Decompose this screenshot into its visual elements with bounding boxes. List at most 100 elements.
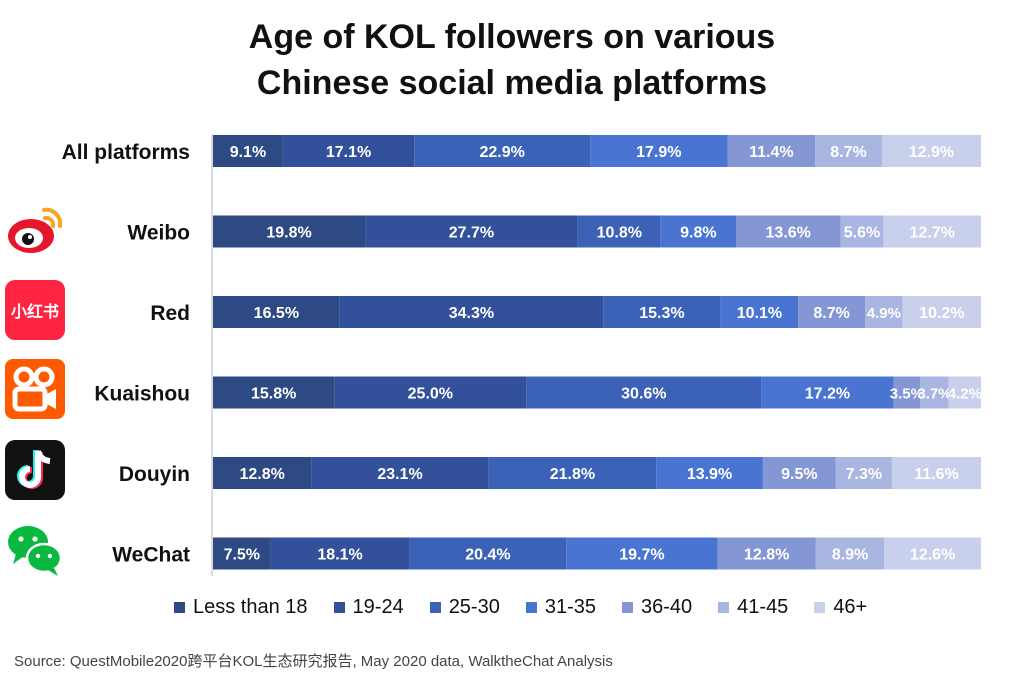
bar-segment-douyin-41-45 bbox=[835, 457, 892, 489]
category-label-all-platforms: All platforms bbox=[62, 141, 190, 164]
category-label-red: Red bbox=[150, 302, 190, 325]
category-label-kuaishou: Kuaishou bbox=[94, 383, 190, 406]
bar-segment-weibo-41-45 bbox=[840, 215, 884, 248]
data-label-douyin-19-24: 23.1% bbox=[377, 466, 422, 483]
bar-segment-weibo-19-24 bbox=[365, 215, 578, 248]
bar-segment-kuaishou-31-35 bbox=[761, 376, 894, 409]
bar-segment-kuaishou-25-30 bbox=[526, 376, 762, 409]
data-label-all-platforms-46: 12.9% bbox=[909, 144, 954, 161]
kuaishou-logo-icon bbox=[5, 359, 65, 419]
bar-segment-wechat-less-than-18 bbox=[213, 537, 271, 570]
data-label-kuaishou-36-40: 3.5% bbox=[890, 386, 924, 403]
data-label-kuaishou-46: 4.2% bbox=[948, 386, 982, 403]
data-label-douyin-41-45: 7.3% bbox=[846, 466, 882, 483]
data-label-wechat-less-than-18: 7.5% bbox=[224, 547, 260, 564]
legend-item-less-than-18: Less than 18 bbox=[174, 596, 308, 619]
bar-segment-douyin-31-35 bbox=[656, 457, 763, 489]
legend-label: 25-30 bbox=[448, 595, 500, 618]
bar-segment-wechat-41-45 bbox=[815, 537, 885, 570]
data-label-douyin-36-40: 9.5% bbox=[781, 466, 817, 483]
data-label-weibo-less-than-18: 19.8% bbox=[266, 225, 311, 242]
data-label-weibo-25-30: 10.8% bbox=[597, 225, 642, 242]
bar-segment-douyin-less-than-18 bbox=[213, 457, 312, 489]
data-label-red-36-40: 8.7% bbox=[813, 305, 849, 322]
bar-segment-wechat-19-24 bbox=[270, 537, 410, 570]
data-label-wechat-25-30: 20.4% bbox=[465, 547, 510, 564]
data-label-all-platforms-36-40: 11.4% bbox=[749, 144, 793, 161]
bar-segment-kuaishou-36-40 bbox=[893, 376, 921, 409]
bar-segment-weibo-less-than-18 bbox=[213, 215, 366, 248]
legend-item-36-40: 36-40 bbox=[622, 596, 692, 619]
data-label-all-platforms-25-30: 22.9% bbox=[479, 144, 524, 161]
data-label-kuaishou-41-45: 3.7% bbox=[917, 386, 951, 403]
bar-segment-weibo-25-30 bbox=[577, 215, 661, 248]
bar-segment-red-46 bbox=[902, 296, 981, 328]
bar-segment-kuaishou-41-45 bbox=[920, 376, 949, 409]
data-label-kuaishou-31-35: 17.2% bbox=[805, 386, 850, 403]
legend-label: 36-40 bbox=[641, 595, 693, 618]
data-label-red-41-45: 4.9% bbox=[867, 305, 901, 322]
bar-segment-red-36-40 bbox=[798, 296, 866, 328]
bar-segment-wechat-46 bbox=[884, 537, 981, 570]
bar-segment-all-platforms-46 bbox=[881, 135, 981, 167]
legend-label: 19-24 bbox=[352, 595, 404, 618]
data-label-wechat-36-40: 12.8% bbox=[744, 547, 789, 564]
data-label-red-less-than-18: 16.5% bbox=[254, 305, 299, 322]
bar-segment-all-platforms-36-40 bbox=[727, 135, 816, 167]
weibo-logo-icon bbox=[8, 207, 63, 253]
legend-swatch bbox=[333, 601, 345, 613]
bar-segment-kuaishou-46 bbox=[948, 376, 981, 409]
data-label-weibo-19-24: 27.7% bbox=[449, 225, 494, 242]
legend-label: 31-35 bbox=[544, 595, 596, 618]
legend-swatch bbox=[718, 601, 730, 613]
bar-segment-all-platforms-19-24 bbox=[282, 135, 415, 167]
data-label-weibo-41-45: 5.6% bbox=[844, 225, 880, 242]
data-label-douyin-31-35: 13.9% bbox=[687, 466, 732, 483]
legend-swatch bbox=[622, 601, 633, 613]
bar-segment-douyin-25-30 bbox=[488, 457, 657, 489]
data-label-red-19-24: 34.3% bbox=[449, 305, 494, 322]
data-label-douyin-less-than-18: 12.8% bbox=[239, 466, 284, 483]
data-label-all-platforms-31-35: 17.9% bbox=[636, 144, 681, 161]
bar-segment-all-platforms-41-45 bbox=[815, 135, 882, 167]
legend-label: 41-45 bbox=[737, 595, 789, 618]
bar-segment-weibo-46 bbox=[883, 215, 981, 248]
bar-segment-red-19-24 bbox=[339, 296, 604, 328]
bar-segment-douyin-19-24 bbox=[311, 457, 489, 489]
data-label-red-31-35: 10.1% bbox=[737, 305, 782, 322]
data-label-kuaishou-less-than-18: 15.8% bbox=[251, 386, 296, 403]
bar-segment-douyin-46 bbox=[891, 457, 981, 489]
data-label-weibo-46: 12.7% bbox=[910, 225, 955, 242]
category-label-douyin: Douyin bbox=[119, 463, 190, 486]
data-label-wechat-41-45: 8.9% bbox=[832, 547, 868, 564]
data-label-douyin-25-30: 21.8% bbox=[550, 466, 595, 483]
data-label-douyin-46: 11.6% bbox=[914, 466, 958, 483]
legend-item-46: 46+ bbox=[814, 596, 867, 619]
data-label-red-25-30: 15.3% bbox=[639, 305, 684, 322]
stacked-bar-chart: All platforms 9.1% 17.1% 22.9% 17.9% 11.4% 8.7… bbox=[62, 134, 982, 576]
data-label-all-platforms-less-than-18: 9.1% bbox=[230, 144, 266, 161]
bar-segment-kuaishou-19-24 bbox=[334, 376, 527, 409]
data-label-weibo-36-40: 13.6% bbox=[766, 225, 811, 242]
legend-item-25-30: 25-30 bbox=[429, 595, 500, 619]
bars-group: All platforms 9.1% 17.1% 22.9% 17.9% 11.4% 8.7… bbox=[62, 135, 982, 570]
category-label-wechat: WeChat bbox=[112, 544, 190, 567]
legend-swatch bbox=[429, 601, 441, 613]
source-note: Source: QuestMobile2020跨平台KOL生态研究报告, May… bbox=[14, 653, 613, 670]
bar-segment-weibo-31-35 bbox=[660, 215, 737, 248]
bar-segment-wechat-36-40 bbox=[717, 537, 816, 570]
legend-swatch bbox=[814, 601, 826, 613]
chart-title-line-2: Chinese social media platforms bbox=[256, 64, 768, 102]
data-label-wechat-31-35: 19.7% bbox=[619, 547, 664, 564]
legend-swatch bbox=[525, 601, 537, 613]
legend-swatch bbox=[174, 601, 185, 613]
bar-segment-kuaishou-less-than-18 bbox=[213, 376, 335, 409]
wechat-logo-icon bbox=[8, 526, 63, 576]
data-label-kuaishou-25-30: 30.6% bbox=[621, 386, 666, 403]
legend-label: Less than 18 bbox=[193, 595, 308, 618]
legend-label: 46+ bbox=[833, 595, 868, 618]
bar-segment-douyin-36-40 bbox=[762, 457, 836, 489]
category-label-weibo: Weibo bbox=[127, 222, 190, 245]
bar-segment-weibo-36-40 bbox=[736, 215, 841, 248]
data-label-all-platforms-19-24: 17.1% bbox=[326, 144, 371, 161]
